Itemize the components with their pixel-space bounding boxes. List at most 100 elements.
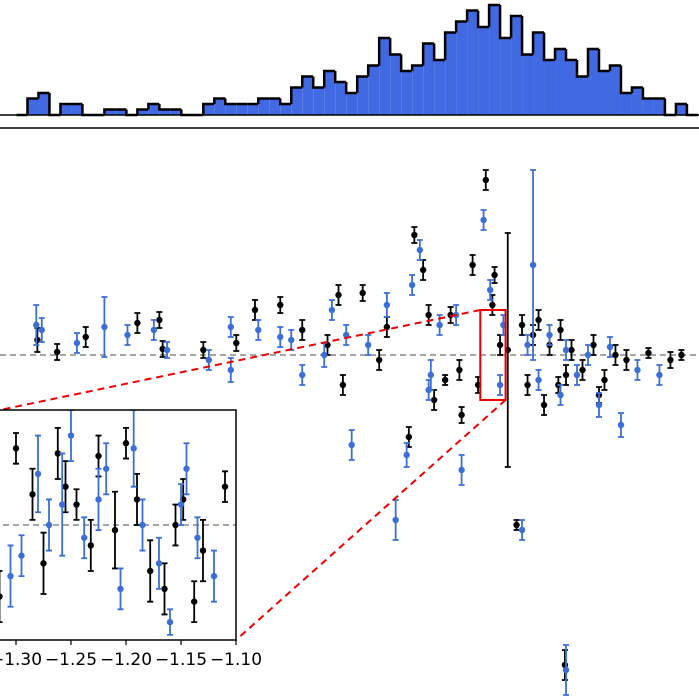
point [403,451,410,459]
point [667,356,674,364]
hist-bar [598,71,610,115]
point [205,356,213,364]
point [200,346,207,354]
point [573,371,581,379]
point [590,341,597,349]
point [210,572,218,580]
point [496,381,504,389]
hist-edge [290,86,303,104]
point [584,351,592,359]
hist-bar [236,104,248,115]
hist-edge [454,20,468,33]
point [73,339,81,347]
point [383,301,391,309]
hist-edge [432,43,446,62]
hist-bar [544,60,556,115]
hist-bar [335,82,347,115]
hist-bar [115,109,127,115]
hist-bar [390,54,402,115]
hist-bar [609,65,621,115]
point [172,521,179,529]
point [557,326,564,334]
point [491,271,498,279]
hist-bar [642,98,654,115]
point [33,321,40,329]
point [612,351,619,359]
point [161,585,168,593]
point [59,501,66,508]
hist-bar [27,98,39,115]
point [62,483,69,490]
hist-bar [445,32,457,115]
point [221,483,229,490]
hist-edge [180,109,193,117]
hist-edge [48,93,61,117]
point [45,521,53,529]
point [95,452,102,460]
point [518,526,526,534]
hist-bar [280,104,292,115]
point [255,326,262,334]
point [328,306,336,314]
hist-edge [388,38,402,56]
point [408,281,416,289]
point [54,450,61,457]
hist-bar [159,109,171,115]
point [383,323,391,331]
point [496,341,504,349]
point [122,440,130,447]
hist-edge [465,9,479,22]
hist-bar [170,109,182,115]
hist-edge [213,97,226,104]
point [95,496,102,503]
point [482,176,489,184]
x-tick-label: −1.10 [210,650,262,670]
point [416,246,424,254]
point [480,216,487,224]
hist-edge [333,71,347,84]
point [12,445,20,452]
point [87,542,95,549]
hist-bar [104,109,116,115]
hist-bar [71,104,83,115]
point [458,466,465,474]
hist-edge [26,97,39,115]
hist-bar [368,65,380,115]
point [163,346,171,354]
point [456,366,463,374]
hist-bar [511,16,523,115]
x-tick-label: −1.25 [45,650,97,670]
x-tick-label: −1.20 [100,650,152,670]
hist-edge [641,87,654,100]
point [130,445,137,452]
point [375,356,383,364]
point [348,441,355,449]
point [562,371,570,379]
hist-edge [421,42,435,66]
hist-edge [147,102,160,110]
hist-bar [456,21,468,115]
point [513,521,520,529]
point [101,323,108,331]
point [233,339,240,347]
hist-bar [324,71,336,115]
point [430,396,438,404]
hist-edge [476,10,490,29]
point [40,560,47,567]
hist-edge [520,16,534,56]
point [518,321,526,329]
hist-bar [412,65,424,115]
point [427,371,435,379]
point [458,411,465,419]
point [251,306,259,314]
point [469,261,476,269]
hist-edge [509,14,523,38]
hist-edge [608,64,621,71]
point [155,560,163,567]
point [199,547,207,554]
point [524,381,531,389]
hist-edge [597,49,610,73]
point [133,496,141,503]
hist-edge [279,98,292,106]
hist-edge [224,98,237,106]
